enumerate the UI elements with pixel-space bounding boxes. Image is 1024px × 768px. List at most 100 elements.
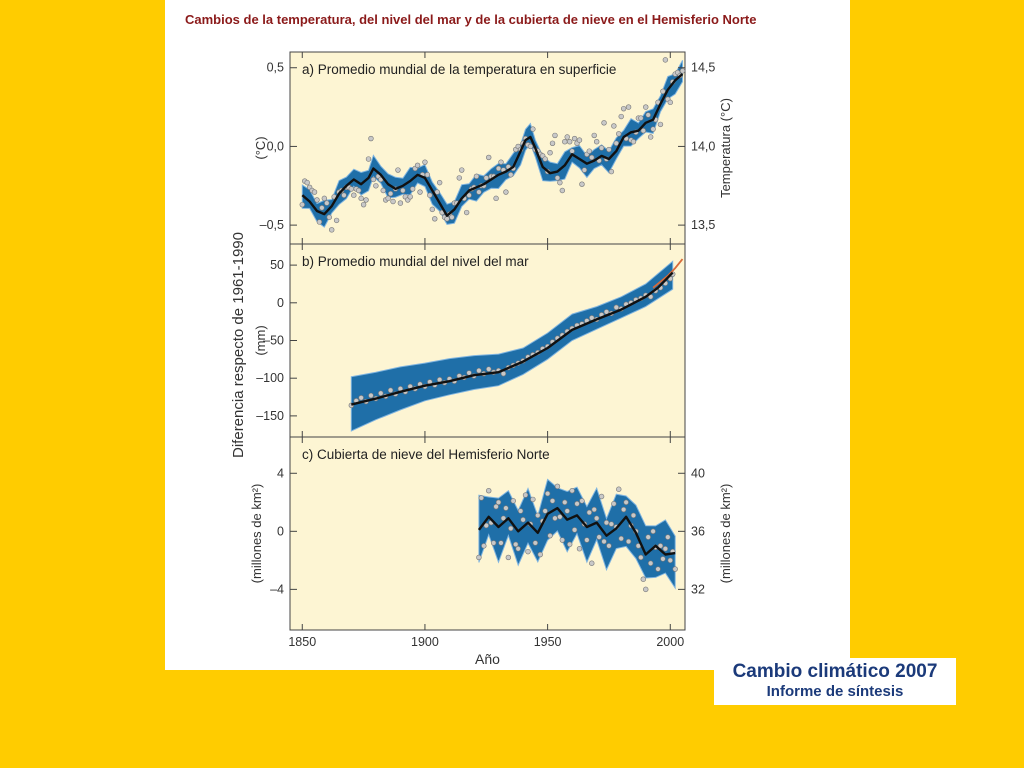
- panel-snow-point: [618, 535, 624, 542]
- panel-snow-point: [623, 499, 629, 506]
- panel-snow-point: [650, 528, 656, 535]
- panel-temp-point: [650, 126, 656, 132]
- panel-snow-point: [616, 486, 622, 492]
- panel-sea-point: [613, 304, 620, 311]
- panel-temp-ytick-left-label: 0,5: [267, 61, 284, 75]
- panel-temp-point: [304, 179, 310, 186]
- panel-temp-point: [436, 179, 443, 186]
- panel-snow-point: [537, 551, 543, 558]
- panel-temp-point: [643, 104, 649, 110]
- panel-sea-point: [476, 367, 482, 374]
- panel-temp-point: [424, 172, 431, 178]
- panel-temp-point: [552, 132, 558, 139]
- panel-snow-point: [576, 546, 583, 552]
- panel-temp-point: [557, 179, 563, 186]
- panel-snow-point: [530, 496, 536, 503]
- panel-temp-point: [508, 172, 514, 178]
- panel-temp-point: [611, 123, 617, 129]
- panel-temp-point: [390, 198, 396, 205]
- panel-temp-point: [503, 189, 509, 195]
- panel-sea-smoothed-line: [351, 271, 674, 406]
- panel-snow-point: [611, 501, 617, 507]
- panel-snow-ytick-left-label: 0: [277, 524, 284, 538]
- panel-temp-point: [463, 209, 470, 216]
- panel-snow-point: [647, 560, 654, 566]
- panel-snow-point: [630, 512, 637, 519]
- panel-temp-point: [387, 190, 394, 197]
- panel-snow-point: [643, 586, 649, 593]
- panel-temp-point: [348, 186, 355, 192]
- panel-sea-ytick-left-label: 50: [270, 258, 284, 272]
- panel-temp-point: [640, 127, 646, 134]
- panel-snow-point: [517, 508, 524, 514]
- panel-snow-ytick-left-label: 4: [277, 466, 284, 480]
- panel-sea-point: [466, 370, 472, 376]
- panel-sea-point: [387, 387, 394, 393]
- panel-snow-point: [508, 525, 514, 532]
- panel-snow-point: [596, 534, 602, 540]
- panel-snow-point: [500, 515, 507, 521]
- panel-temp-point: [566, 139, 573, 145]
- panel-snow-point: [584, 537, 590, 543]
- panel-temp-point: [638, 115, 644, 121]
- panel-temp-point: [530, 126, 536, 132]
- panel-snow-point: [493, 503, 499, 510]
- panel-snow-point: [667, 557, 673, 564]
- panel-temp-point: [647, 134, 654, 140]
- panel-snow-point: [593, 515, 600, 521]
- xtick-label: 1950: [534, 635, 562, 649]
- report-badge: Cambio climático 2007 Informe de síntesi…: [714, 658, 956, 705]
- panel-temp-point: [316, 219, 323, 225]
- panel-temp-smoothed-line: [301, 73, 684, 217]
- panel-snow-point: [574, 501, 580, 507]
- panel-temp-point: [547, 150, 553, 156]
- panel-temp-point: [571, 135, 578, 142]
- panel-snow-point: [490, 540, 497, 546]
- shared-y-axis-label: Diferencia respecto de 1961-1990: [230, 232, 247, 458]
- panel-sea-uncertainty-band: [350, 260, 674, 432]
- panel-temp-bg: [289, 51, 686, 245]
- panel-temp-point: [613, 140, 620, 146]
- panel-temp-point: [581, 167, 588, 173]
- panel-temp-point: [429, 206, 435, 213]
- panel-temp-point: [601, 120, 607, 126]
- panel-sea-satellite-line: [652, 258, 684, 289]
- panel-snow-point: [559, 537, 566, 543]
- panel-temp-ytick-right-label: 14,5: [691, 61, 715, 75]
- panel-snow-point: [481, 543, 487, 549]
- panel-temp-point: [618, 113, 624, 120]
- panel-temp-point: [579, 181, 585, 187]
- panel-temp-point: [449, 214, 455, 220]
- panel-sea-label: b) Promedio mundial del nivel del mar: [302, 254, 529, 269]
- panel-temp-point: [314, 197, 320, 203]
- panel-snow-point: [557, 514, 563, 520]
- panel-sea-point: [358, 395, 364, 401]
- panel-snow-point: [640, 576, 646, 582]
- panel-snow-point: [598, 493, 605, 500]
- panel-temp-point: [591, 132, 597, 139]
- panel-temp-point: [368, 135, 374, 142]
- panel-temp-point: [662, 57, 669, 63]
- panel-temp-point: [667, 99, 673, 106]
- panel-temp-point: [483, 175, 489, 181]
- panel-snow-point: [478, 495, 485, 501]
- panel-snow-point: [542, 508, 548, 514]
- panel-snow-ytick-left-label: –4: [270, 582, 284, 596]
- figure-card: Cambios de la temperatura, del nivel del…: [165, 0, 850, 670]
- panel-snow-point: [483, 522, 489, 529]
- panel-sea-ylabel-left: (mm): [253, 325, 268, 355]
- panel-temp-ytick-left-label: 0,0: [267, 139, 284, 153]
- panel-snow-point: [657, 543, 664, 549]
- panel-temp-point: [559, 187, 566, 194]
- panel-snow-point: [591, 506, 597, 513]
- panel-temp-ylabel-right: Temperatura (°C): [718, 98, 733, 198]
- panel-snow-point: [505, 554, 512, 561]
- panel-temp-point: [625, 104, 632, 110]
- panel-temp-point: [434, 189, 440, 195]
- panel-snow-point: [625, 538, 632, 545]
- panel-temp-point: [660, 88, 666, 95]
- panel-sea-ytick-left-label: –50: [263, 334, 284, 348]
- panel-temp-point: [319, 205, 325, 211]
- panel-snow-ytick-right-label: 40: [691, 466, 705, 480]
- panel-temp-point: [495, 165, 502, 172]
